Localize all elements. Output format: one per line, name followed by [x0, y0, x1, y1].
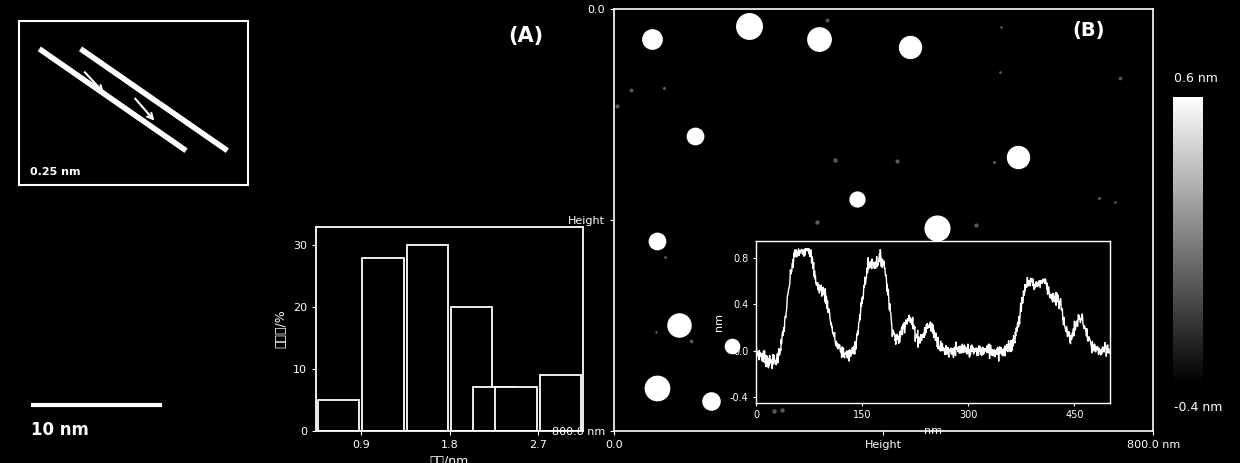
Point: [684, 132, 704, 139]
Point: [966, 221, 986, 229]
Point: [739, 22, 759, 30]
Text: (A): (A): [508, 26, 543, 46]
Point: [847, 195, 867, 203]
Bar: [362, 258, 403, 431]
Point: [807, 341, 827, 349]
Point: [856, 316, 875, 323]
Point: [764, 407, 784, 415]
Point: [773, 406, 792, 413]
Point: [1089, 194, 1109, 201]
Bar: [539, 375, 582, 431]
Point: [682, 338, 702, 345]
Point: [647, 385, 667, 392]
Point: [825, 156, 844, 164]
Point: [655, 84, 675, 92]
Y-axis label: 百分比/%: 百分比/%: [274, 309, 288, 348]
Point: [668, 321, 688, 329]
Bar: [474, 388, 515, 431]
Point: [1111, 74, 1131, 81]
Point: [808, 351, 828, 358]
Y-axis label: nm: nm: [714, 313, 724, 331]
Point: [817, 17, 837, 24]
Point: [1105, 199, 1125, 206]
Point: [903, 304, 923, 311]
Bar: [451, 307, 492, 431]
Point: [646, 328, 666, 335]
Point: [863, 376, 883, 384]
Text: 10 nm: 10 nm: [31, 421, 89, 439]
Bar: [407, 245, 448, 431]
Point: [985, 159, 1004, 166]
Text: 0.6 nm: 0.6 nm: [1174, 72, 1218, 85]
Point: [1054, 320, 1074, 328]
Point: [761, 359, 781, 367]
Point: [887, 157, 906, 164]
X-axis label: nm: nm: [924, 426, 942, 436]
Point: [808, 35, 828, 43]
Point: [1050, 333, 1070, 341]
Point: [992, 23, 1012, 31]
Point: [608, 102, 627, 110]
Point: [701, 397, 720, 405]
Point: [991, 68, 1011, 75]
Point: [621, 87, 641, 94]
Bar: [317, 400, 360, 431]
Bar: [496, 388, 537, 431]
Point: [723, 343, 743, 350]
Point: [655, 253, 675, 261]
Point: [641, 35, 661, 43]
Point: [928, 225, 947, 232]
Text: -0.4 nm: -0.4 nm: [1174, 401, 1223, 414]
Text: (B): (B): [1073, 21, 1105, 40]
X-axis label: 尺寸/nm: 尺寸/nm: [430, 455, 469, 463]
Text: 0.25 nm: 0.25 nm: [30, 167, 81, 177]
Point: [900, 44, 920, 51]
Point: [807, 219, 827, 226]
Point: [647, 237, 667, 244]
Point: [1008, 153, 1028, 160]
